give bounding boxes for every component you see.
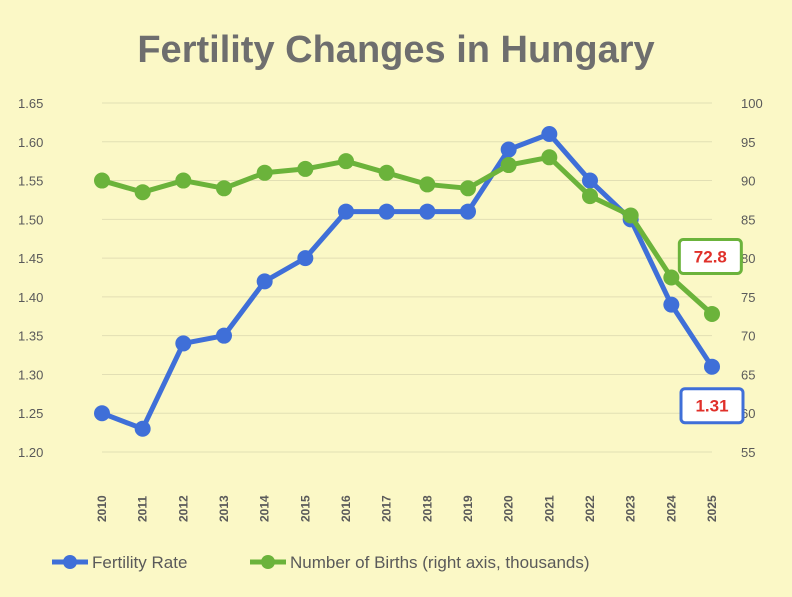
right-tick-label: 85	[741, 212, 755, 227]
right-tick-label: 75	[741, 290, 755, 305]
callouts: 1.31 72.8	[677, 238, 745, 425]
data-point	[134, 184, 151, 201]
x-tick-label: 2012	[176, 495, 190, 522]
data-point	[704, 305, 720, 322]
x-tick-label: 2018	[420, 495, 434, 522]
legend: Fertility Rate Number of Births (right ax…	[52, 553, 590, 572]
data-point	[541, 126, 558, 143]
right-tick-label: 60	[741, 406, 755, 421]
left-tick-label: 1.20	[18, 445, 43, 460]
data-point	[419, 203, 436, 220]
left-tick-label: 1.35	[18, 329, 43, 344]
data-point	[419, 176, 436, 193]
data-point	[378, 164, 395, 181]
data-point	[541, 149, 558, 166]
left-tick-label: 1.25	[18, 406, 43, 421]
x-tick-label: 2022	[583, 495, 597, 522]
legend-item: Number of Births (right axis, thousands)	[250, 553, 590, 572]
left-tick-label: 1.60	[18, 135, 43, 150]
data-point	[134, 420, 151, 437]
x-tick-label: 2019	[461, 495, 475, 522]
legend-label: Number of Births (right axis, thousands)	[290, 553, 590, 572]
data-point	[256, 273, 273, 290]
callout: 72.8	[677, 238, 743, 275]
x-tick-label: 2016	[339, 495, 353, 522]
series	[94, 126, 720, 437]
callout-label: 72.8	[694, 248, 727, 267]
left-tick-label: 1.40	[18, 290, 43, 305]
data-point	[175, 172, 192, 189]
legend-swatch-marker	[63, 555, 77, 569]
legend-item: Fertility Rate	[52, 553, 187, 572]
data-point	[663, 296, 680, 313]
x-tick-label: 2013	[217, 495, 231, 522]
x-tick-label: 2017	[380, 495, 394, 522]
right-tick-label: 100	[741, 96, 763, 111]
right-tick-label: 55	[741, 445, 755, 460]
left-tick-label: 1.55	[18, 174, 43, 189]
chart-title: Fertility Changes in Hungary	[137, 29, 654, 71]
left-tick-label: 1.45	[18, 251, 43, 266]
callout-box	[677, 238, 743, 275]
x-tick-label: 2025	[705, 495, 719, 522]
gridlines	[102, 102, 712, 453]
data-point	[622, 207, 639, 224]
x-axis: 2010 2011 2012 2013 2014 2015 2016 2017 2018 2019…	[95, 495, 719, 522]
legend-swatch-marker	[261, 555, 275, 569]
left-tick-label: 1.65	[18, 96, 43, 111]
data-point	[663, 269, 680, 286]
data-point	[582, 172, 598, 189]
left-tick-label: 1.50	[18, 212, 43, 227]
x-tick-label: 2015	[298, 495, 312, 522]
data-point	[500, 141, 517, 158]
x-tick-label: 2011	[136, 496, 150, 522]
callout-box	[679, 387, 745, 425]
data-point	[500, 157, 517, 174]
data-point	[704, 358, 720, 375]
callout: 1.31	[679, 387, 745, 425]
right-tick-label: 80	[741, 251, 755, 266]
right-tick-label: 70	[741, 329, 755, 344]
right-axis: 55 60 65 70 75 80 85 90 95 100	[741, 96, 763, 460]
x-tick-label: 2021	[542, 495, 556, 522]
data-point	[94, 172, 110, 189]
right-tick-label: 95	[741, 135, 755, 150]
right-tick-label: 90	[741, 174, 755, 189]
left-tick-label: 1.30	[18, 367, 43, 382]
x-tick-label: 2014	[258, 495, 272, 522]
data-point	[256, 164, 273, 181]
data-point	[94, 405, 110, 422]
x-tick-label: 2024	[664, 495, 678, 522]
left-axis: 1.20 1.25 1.30 1.35 1.40 1.45 1.50 1.55 1.60 1.65	[18, 96, 43, 460]
callout-label: 1.31	[695, 397, 728, 416]
legend-label: Fertility Rate	[92, 553, 187, 572]
data-point	[582, 188, 598, 205]
data-point	[297, 160, 314, 177]
data-point	[460, 180, 476, 197]
data-point	[175, 335, 192, 352]
series-line	[99, 131, 715, 432]
x-tick-label: 2010	[95, 495, 109, 522]
data-point	[460, 203, 476, 220]
data-point	[297, 250, 314, 267]
series-0	[94, 126, 720, 437]
series-1	[94, 149, 720, 322]
data-point	[216, 180, 232, 197]
x-tick-label: 2020	[502, 495, 516, 522]
series-line	[99, 154, 715, 317]
data-point	[378, 203, 395, 220]
right-tick-label: 65	[741, 367, 755, 382]
data-point	[216, 327, 232, 344]
x-tick-label: 2023	[624, 495, 638, 522]
data-point	[338, 203, 354, 220]
data-point	[338, 153, 354, 170]
